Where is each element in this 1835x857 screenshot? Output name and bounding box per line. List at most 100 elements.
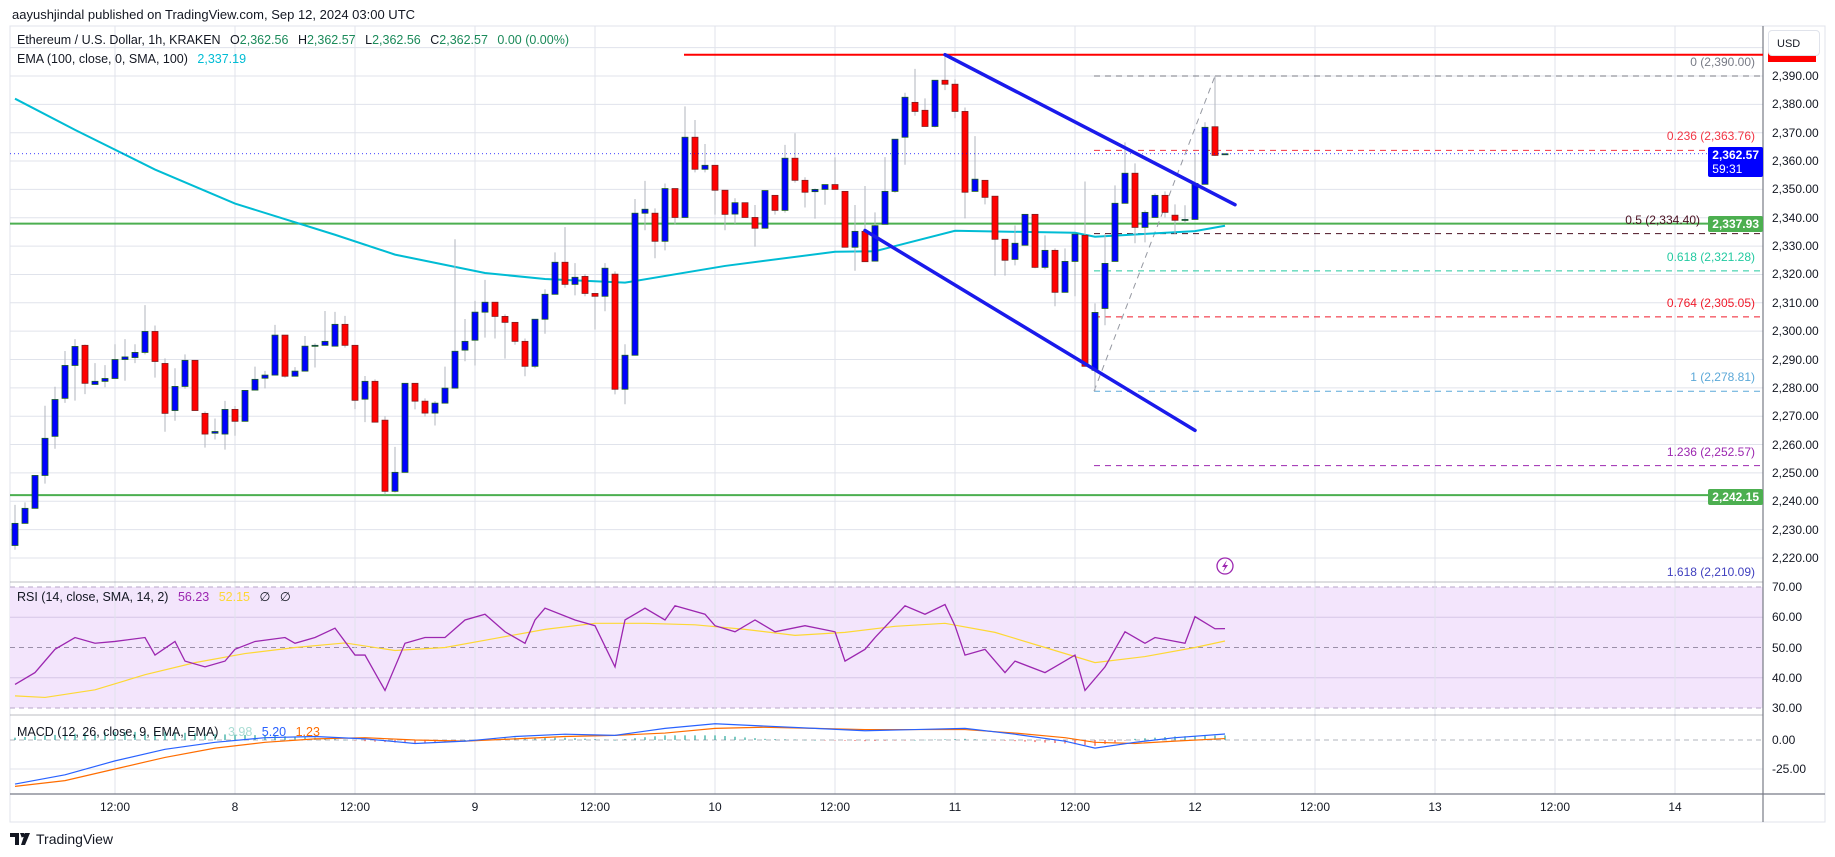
candle[interactable] [371, 379, 379, 423]
candle[interactable] [481, 279, 489, 338]
candle[interactable] [761, 190, 769, 229]
ema-100-line[interactable] [14, 97, 1226, 284]
candle[interactable] [311, 343, 319, 368]
candle[interactable] [721, 189, 729, 231]
candle[interactable] [781, 144, 789, 213]
candle[interactable] [221, 400, 229, 450]
candle[interactable] [171, 368, 179, 421]
candle[interactable] [461, 318, 469, 362]
tradingview-logo[interactable]: TradingView [10, 831, 113, 847]
candle[interactable] [291, 367, 299, 377]
candle[interactable] [511, 321, 519, 345]
candle[interactable] [241, 390, 249, 422]
candle[interactable] [691, 119, 699, 173]
candle[interactable] [411, 382, 419, 410]
candle[interactable] [641, 180, 649, 231]
rsi-sma-line[interactable] [14, 622, 1226, 699]
candle[interactable] [1051, 248, 1059, 307]
candle[interactable] [141, 305, 149, 355]
candle[interactable] [501, 314, 509, 359]
candle[interactable] [21, 502, 29, 524]
candle[interactable] [201, 411, 209, 448]
candle[interactable] [451, 239, 459, 389]
lightning-icon[interactable] [1216, 557, 1234, 575]
candle[interactable] [301, 335, 309, 372]
candle[interactable] [521, 338, 529, 377]
candle[interactable] [1061, 248, 1069, 293]
candle[interactable] [81, 344, 89, 395]
candle[interactable] [571, 263, 579, 296]
candle[interactable] [941, 54, 949, 91]
candle[interactable] [841, 190, 849, 248]
candle[interactable] [671, 188, 679, 225]
candle[interactable] [101, 365, 109, 388]
candle[interactable] [151, 325, 159, 378]
candle[interactable] [91, 363, 99, 385]
candle[interactable] [381, 416, 389, 495]
candle[interactable] [621, 344, 629, 405]
rsi-line[interactable] [14, 603, 1226, 692]
candle[interactable] [331, 311, 339, 347]
candle[interactable] [791, 133, 799, 183]
candle[interactable] [11, 504, 19, 550]
candle[interactable] [541, 289, 549, 334]
candle[interactable] [731, 198, 739, 224]
candle[interactable] [811, 188, 819, 219]
candle[interactable] [191, 359, 199, 411]
candle[interactable] [161, 358, 169, 432]
candle[interactable] [111, 344, 119, 379]
candle[interactable] [1211, 76, 1219, 156]
candle[interactable] [61, 350, 69, 403]
candle[interactable] [681, 106, 689, 218]
candle[interactable] [401, 382, 409, 473]
candle[interactable] [351, 344, 359, 410]
channel-upper-line[interactable] [943, 52, 1237, 207]
currency-button[interactable]: USD [1768, 30, 1820, 56]
candle[interactable] [851, 204, 859, 271]
candle[interactable] [1041, 235, 1049, 270]
candle[interactable] [211, 418, 219, 440]
candle[interactable] [1101, 234, 1109, 326]
macd-legend[interactable]: MACD (12, 26, close, 9, EMA, EMA) 3.98 5… [17, 725, 326, 739]
candle[interactable] [361, 375, 369, 423]
candle[interactable] [1181, 205, 1189, 224]
candle[interactable] [531, 318, 539, 369]
candle[interactable] [1081, 181, 1089, 367]
ema-legend[interactable]: EMA (100, close, 0, SMA, 100) 2,337.19 [17, 52, 252, 66]
candle[interactable] [651, 208, 659, 259]
candle[interactable] [981, 179, 989, 205]
macd-signal-line[interactable] [14, 726, 1226, 787]
candle[interactable] [1221, 153, 1229, 156]
candle[interactable] [271, 324, 279, 376]
candle[interactable] [701, 144, 709, 173]
candle[interactable] [1131, 163, 1139, 244]
candle[interactable] [1161, 191, 1169, 218]
candle[interactable] [341, 315, 349, 348]
candle[interactable] [1111, 185, 1119, 262]
candle[interactable] [711, 164, 719, 215]
candle[interactable] [561, 227, 569, 288]
candle[interactable] [591, 293, 599, 330]
candle[interactable] [421, 398, 429, 417]
candle[interactable] [911, 68, 919, 116]
candle[interactable] [1011, 225, 1019, 266]
candle[interactable] [491, 301, 499, 339]
candle[interactable] [661, 183, 669, 251]
candle[interactable] [1071, 233, 1079, 297]
rsi-legend[interactable]: RSI (14, close, SMA, 14, 2) 56.23 52.15 … [17, 589, 297, 604]
candle[interactable] [771, 194, 779, 215]
candle[interactable] [1171, 204, 1179, 235]
candle[interactable] [231, 405, 239, 436]
candle[interactable] [1001, 238, 1009, 276]
candle[interactable] [71, 339, 79, 401]
candle[interactable] [601, 263, 609, 312]
candle[interactable] [41, 405, 49, 484]
candle[interactable] [831, 157, 839, 190]
candle[interactable] [821, 184, 829, 205]
candle[interactable] [921, 98, 929, 127]
candle[interactable] [971, 136, 979, 192]
candle[interactable] [581, 274, 589, 297]
candle[interactable] [891, 138, 899, 193]
candle[interactable] [1021, 213, 1029, 246]
